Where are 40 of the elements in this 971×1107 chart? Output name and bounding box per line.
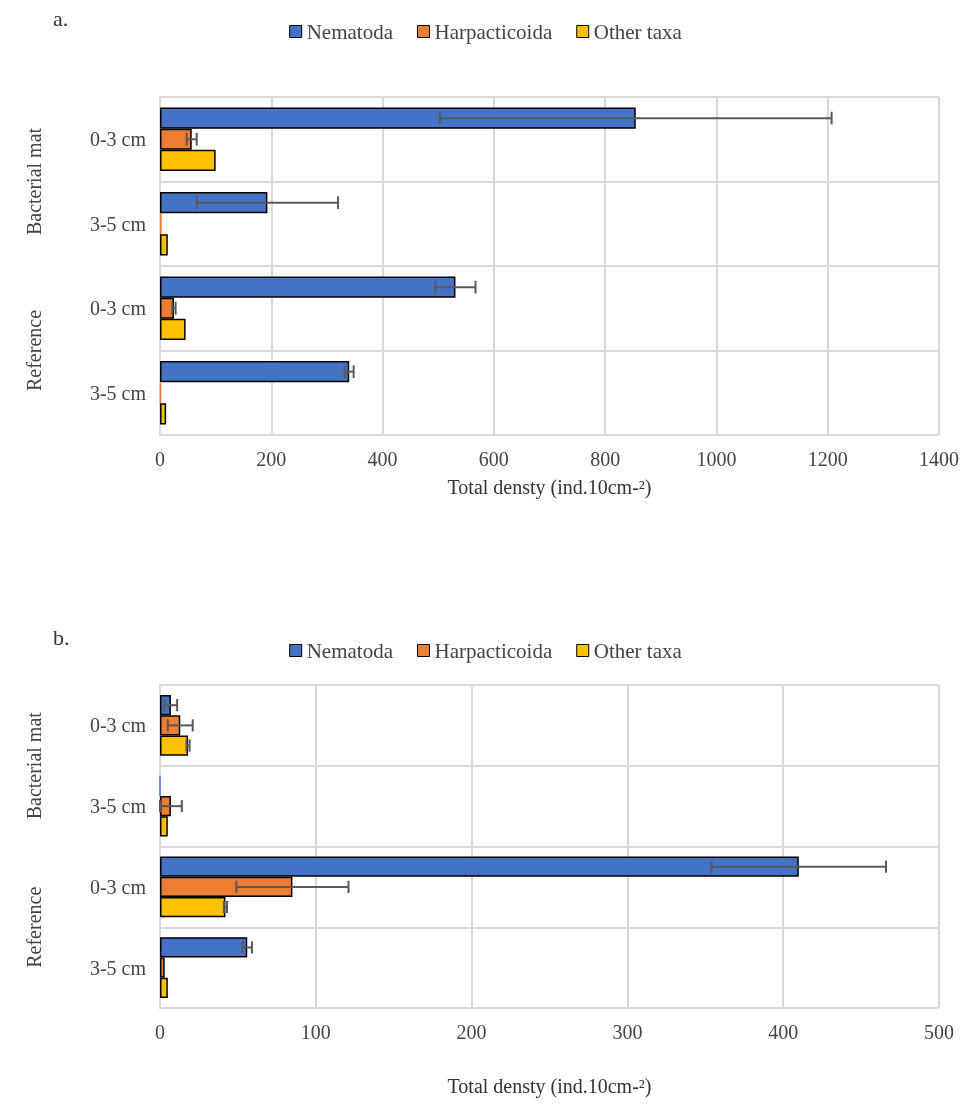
chart-title: b. [53, 624, 70, 650]
y-tick-label: 0-3 cm [89, 128, 147, 151]
legend-label: Other taxa [593, 19, 683, 44]
x-tick-label: 1200 [807, 448, 848, 470]
text: Reference [23, 886, 45, 968]
y-tick-label: 3-5 cm [89, 212, 147, 235]
x-axis-title: Total densty (ind.10cm-²) [447, 1075, 652, 1098]
legend-label: Nematoda [306, 19, 394, 44]
legend-label: Other taxa [593, 638, 683, 663]
x-tick-label: 1400 [919, 448, 959, 470]
y-tick-label: 3-5 cm [89, 956, 147, 979]
x-tick-label: 300 [612, 1021, 643, 1043]
text: Bacterial mat [23, 127, 45, 236]
x-tick-label: 200 [456, 1021, 487, 1043]
bar [160, 403, 167, 425]
y-tick-label: 0-3 cm [89, 297, 147, 320]
x-tick-label: 1000 [696, 448, 737, 470]
text: Bacterial mat [23, 711, 45, 820]
bar [160, 192, 268, 214]
bar [160, 361, 350, 383]
y-tick-label: 3-5 cm [89, 795, 147, 818]
text: Reference [23, 309, 45, 392]
x-tick-label: 0 [155, 1021, 165, 1043]
x-tick-label: 400 [768, 1021, 799, 1043]
x-tick-label: 600 [478, 448, 509, 470]
x-axis-title: Total densty (ind.10cm-²) [447, 476, 652, 499]
bar [160, 234, 168, 256]
x-tick-label: 200 [256, 448, 287, 470]
legend-label: Harpacticoida [434, 638, 553, 663]
x-tick-label: 0 [155, 448, 165, 470]
legend-label: Harpacticoida [434, 19, 553, 44]
legend-label: Nematoda [306, 638, 394, 663]
x-tick-label: 500 [924, 1021, 954, 1043]
x-tick-label: 100 [300, 1021, 331, 1043]
x-tick-label: 400 [367, 448, 398, 470]
x-tick-label: 800 [590, 448, 621, 470]
chart-title: a. [53, 5, 69, 31]
y-tick-label: 0-3 cm [89, 714, 147, 737]
y-tick-label: 3-5 cm [89, 381, 147, 404]
y-tick-label: 0-3 cm [89, 875, 147, 898]
